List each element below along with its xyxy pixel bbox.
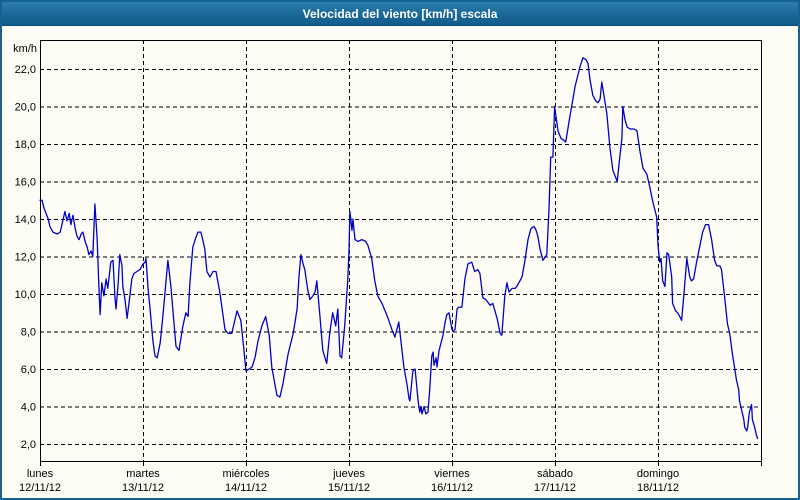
svg-text:2,0: 2,0 [21,439,36,451]
svg-text:4,0: 4,0 [21,402,36,414]
y-axis-labels: 2,0 4,0 6,0 8,0 10,0 12,0 14,0 16,0 18,0 20,0 22,0… [13,43,37,451]
svg-text:12,0: 12,0 [15,252,36,264]
svg-text:22,0: 22,0 [15,64,36,76]
plot-border [40,40,762,462]
wind-speed-chart: 2,0 4,0 6,0 8,0 10,0 12,0 14,0 16,0 18,0 20,0 22,0… [13,40,762,494]
day-name-label: viernes [434,468,470,480]
day-name-label: sábado [537,468,573,480]
day-name-label: jueves [332,468,365,480]
gridlines [40,40,761,461]
day-date-label: 14/11/12 [225,482,267,494]
wind-speed-line [39,57,759,440]
day-name-label: domingo [637,468,679,480]
day-date-label: 15/11/12 [328,482,370,494]
day-date-label: 18/11/12 [637,482,679,494]
svg-text:14,0: 14,0 [15,214,36,226]
svg-text:16,0: 16,0 [15,177,36,189]
chart-title: Velocidad del viento [km/h] escala [302,6,498,21]
day-name-label: lunes [27,468,54,480]
x-axis-ticks [40,461,762,466]
day-date-label: 12/11/12 [19,482,61,494]
day-name-label: martes [126,468,160,480]
x-axis-labels: lunes 12/11/12 martes 13/11/12 miércoles 14/1… [19,468,679,494]
day-date-label: 13/11/12 [122,482,164,494]
day-name-label: miércoles [222,468,270,480]
svg-text:10,0: 10,0 [15,289,36,301]
y-axis-unit-label: km/h [13,43,37,55]
svg-text:20,0: 20,0 [15,102,36,114]
day-date-label: 17/11/12 [534,482,576,494]
chart-area: 2,0 4,0 6,0 8,0 10,0 12,0 14,0 16,0 18,0 20,0 22,0… [2,26,798,498]
svg-text:6,0: 6,0 [21,364,36,376]
window-titlebar: Velocidad del viento [km/h] escala [2,2,798,26]
day-date-label: 16/11/12 [431,482,473,494]
svg-text:18,0: 18,0 [15,139,36,151]
svg-text:8,0: 8,0 [21,327,36,339]
